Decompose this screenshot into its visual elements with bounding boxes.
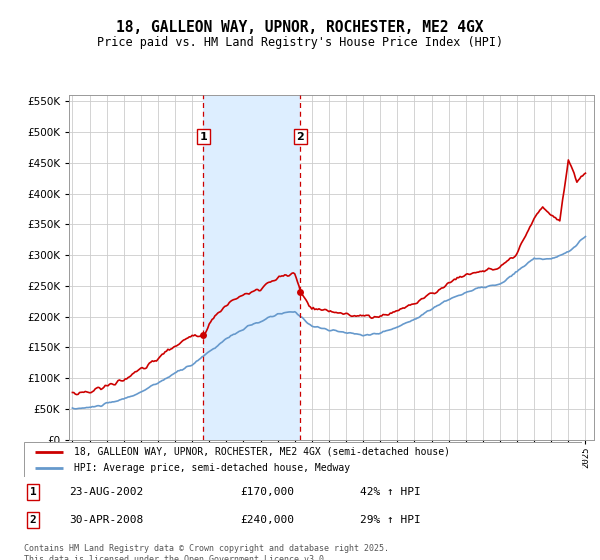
Text: HPI: Average price, semi-detached house, Medway: HPI: Average price, semi-detached house,… — [74, 464, 350, 473]
Text: 1: 1 — [29, 487, 37, 497]
Text: 42% ↑ HPI: 42% ↑ HPI — [360, 487, 421, 497]
Text: £240,000: £240,000 — [240, 515, 294, 525]
Text: 18, GALLEON WAY, UPNOR, ROCHESTER, ME2 4GX (semi-detached house): 18, GALLEON WAY, UPNOR, ROCHESTER, ME2 4… — [74, 447, 450, 457]
Text: 29% ↑ HPI: 29% ↑ HPI — [360, 515, 421, 525]
Text: Contains HM Land Registry data © Crown copyright and database right 2025.
This d: Contains HM Land Registry data © Crown c… — [24, 544, 389, 560]
Text: Price paid vs. HM Land Registry's House Price Index (HPI): Price paid vs. HM Land Registry's House … — [97, 36, 503, 49]
Text: 30-APR-2008: 30-APR-2008 — [69, 515, 143, 525]
Text: £170,000: £170,000 — [240, 487, 294, 497]
Text: 18, GALLEON WAY, UPNOR, ROCHESTER, ME2 4GX: 18, GALLEON WAY, UPNOR, ROCHESTER, ME2 4… — [116, 20, 484, 35]
Bar — [203, 95, 301, 440]
Text: 1: 1 — [199, 132, 207, 142]
Text: 2: 2 — [29, 515, 37, 525]
Text: 23-AUG-2002: 23-AUG-2002 — [69, 487, 143, 497]
Text: 2: 2 — [296, 132, 304, 142]
